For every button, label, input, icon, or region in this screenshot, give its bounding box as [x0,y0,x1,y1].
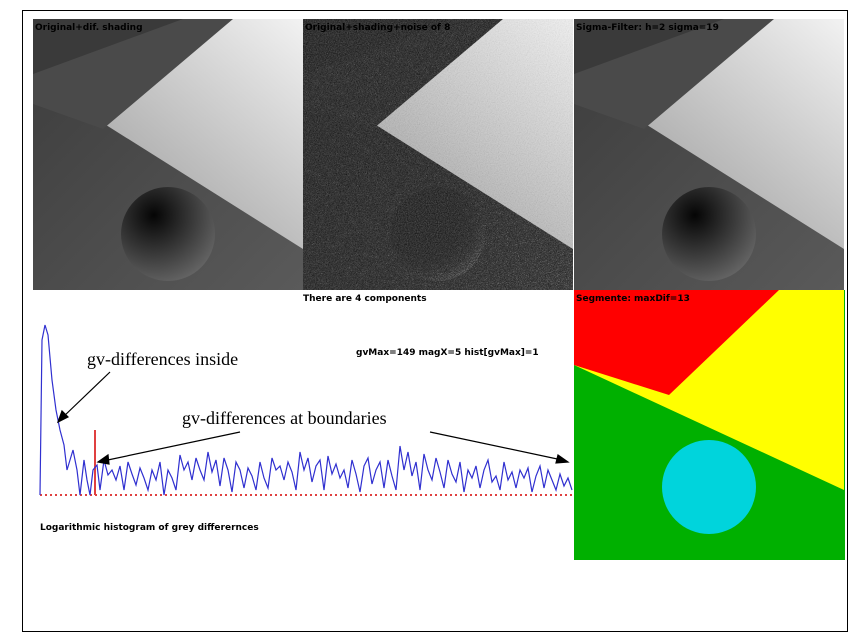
screen: Original+dif. shading Original+shading+n… [0,0,852,637]
image-filtered [574,19,844,290]
histogram-title: There are 4 components [303,294,427,304]
image-original [33,19,303,290]
image-segments [574,290,845,560]
annotation: gv-differences at boundaries [182,408,387,428]
panel-label: Segmente: maxDif=13 [576,294,690,304]
histogram-caption: Logarithmic histogram of grey differernc… [40,523,259,533]
image-noisy [303,19,573,290]
annotation: gv-differences inside [87,349,238,369]
panel-label: Original+dif. shading [35,23,143,33]
panel-label: Original+shading+noise of 8 [305,23,450,33]
panel-label: Sigma-Filter: h=2 sigma=19 [576,23,719,33]
histogram-stats: gvMax=149 magX=5 hist[gvMax]=1 [356,348,539,358]
